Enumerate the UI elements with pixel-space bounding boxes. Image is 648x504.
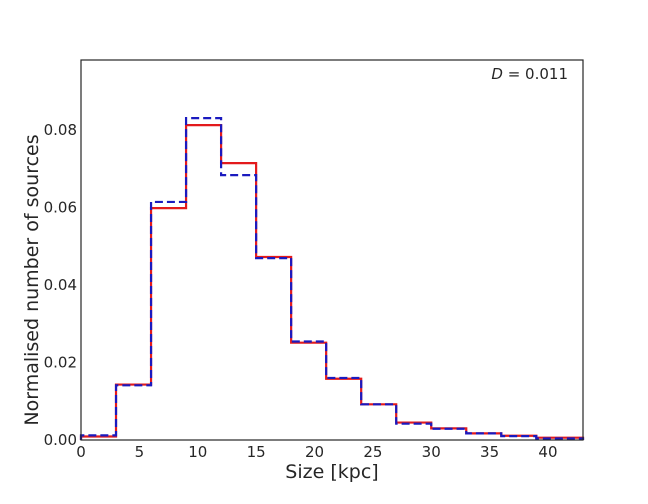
y-tick-label: 0.04 <box>44 276 77 294</box>
plot-frame <box>80 59 584 441</box>
x-tick-label: 20 <box>305 443 324 461</box>
x-tick-label: 30 <box>422 443 441 461</box>
ticks-layer: 0 5 10 15 20 25 30 35 40 0.00 0.02 0.04 0.06 0.08 <box>44 121 558 461</box>
y-tick-label: 0.00 <box>44 431 77 449</box>
statistic-variable: D <box>491 65 503 83</box>
y-tick-label: 0.08 <box>44 121 77 139</box>
x-tick-label: 40 <box>538 443 557 461</box>
x-tick-label: 5 <box>135 443 145 461</box>
x-tick-label: 35 <box>480 443 499 461</box>
y-tick-label: 0.06 <box>44 198 77 216</box>
x-axis-label: Size [kpc] <box>285 461 378 483</box>
histogram-series-2-dashed <box>79 117 585 440</box>
x-tick-label: 25 <box>363 443 382 461</box>
statistic-value: = 0.011 <box>503 65 568 83</box>
y-tick-label: 0.02 <box>44 353 77 371</box>
y-axis-label: Normalised number of sources <box>21 134 43 425</box>
x-tick-label: 15 <box>247 443 266 461</box>
statistic-annotation: D = 0.011 <box>491 65 568 83</box>
series-layer <box>79 117 585 440</box>
x-tick-label: 0 <box>76 443 86 461</box>
x-tick-label: 10 <box>188 443 207 461</box>
